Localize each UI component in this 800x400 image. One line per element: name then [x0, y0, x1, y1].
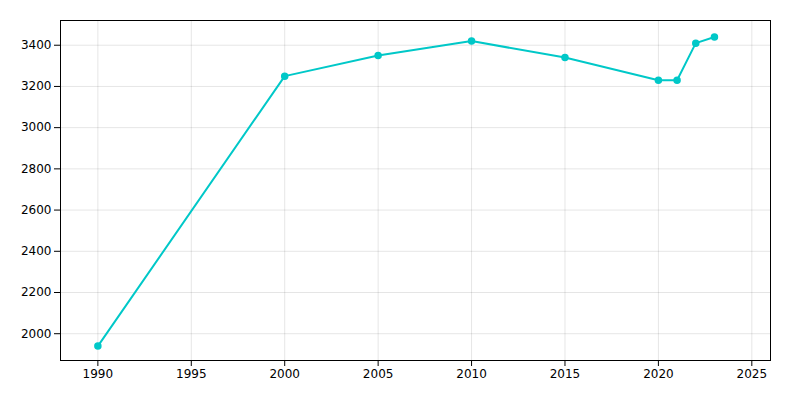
svg-text:2015: 2015	[550, 367, 581, 381]
svg-text:2000: 2000	[21, 327, 52, 341]
svg-text:2025: 2025	[737, 367, 768, 381]
svg-text:2600: 2600	[21, 203, 52, 217]
svg-text:2000: 2000	[269, 367, 300, 381]
svg-text:3400: 3400	[21, 38, 52, 52]
svg-text:2020: 2020	[643, 367, 674, 381]
svg-text:1990: 1990	[83, 367, 114, 381]
svg-text:2010: 2010	[456, 367, 487, 381]
svg-text:3000: 3000	[21, 120, 52, 134]
svg-text:2200: 2200	[21, 285, 52, 299]
svg-text:1995: 1995	[176, 367, 207, 381]
svg-text:2005: 2005	[363, 367, 394, 381]
svg-text:2800: 2800	[21, 162, 52, 176]
svg-text:3200: 3200	[21, 79, 52, 93]
svg-text:2400: 2400	[21, 244, 52, 258]
